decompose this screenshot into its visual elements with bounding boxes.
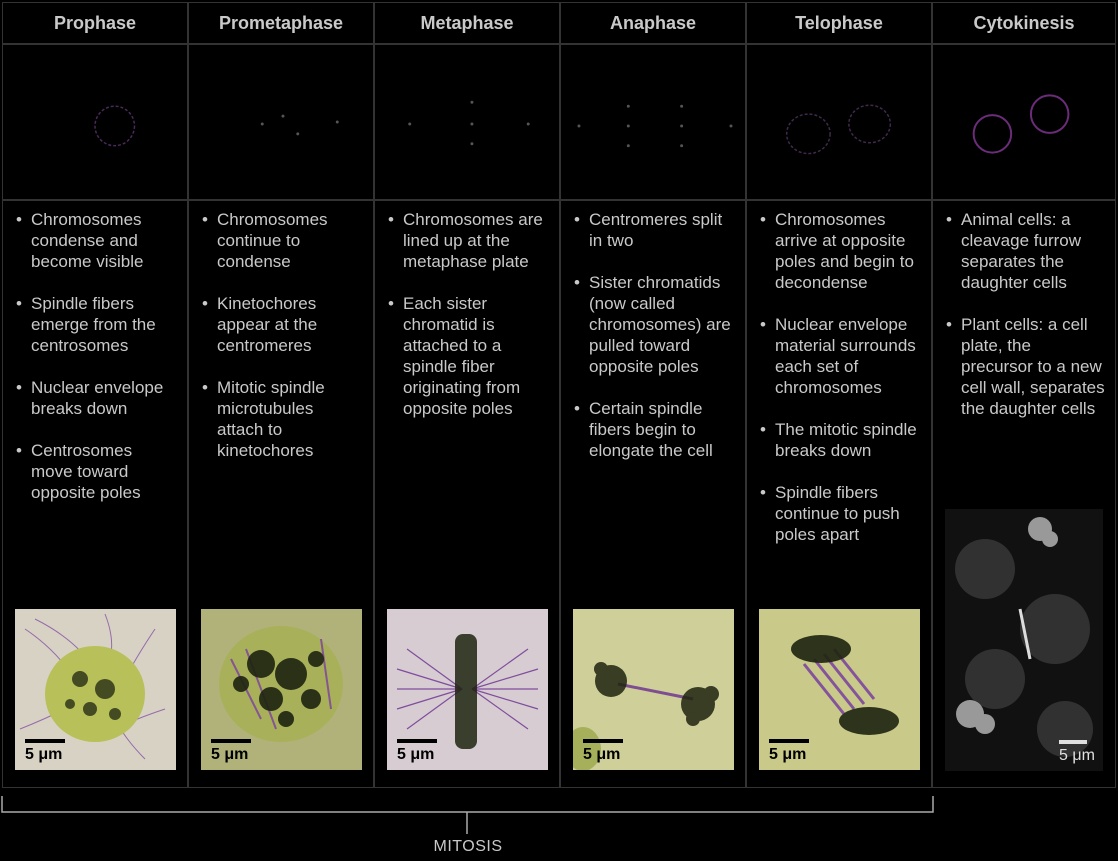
bullet: Chromosomes continue to condense: [199, 209, 363, 272]
mitosis-label: MITOSIS: [433, 838, 503, 855]
scale-bar: 5 μm: [769, 739, 809, 764]
desc-prophase: Chromosomes condense and become visible …: [2, 200, 188, 788]
bullet: Nuclear envelope breaks down: [13, 377, 177, 419]
bullet: Plant cells: a cell plate, the precursor…: [943, 314, 1105, 419]
bullet: The mitotic spindle breaks down: [757, 419, 921, 461]
header-metaphase: Metaphase: [374, 2, 560, 44]
sketch-cytokinesis: [932, 44, 1116, 200]
sketch-anaphase: [560, 44, 746, 200]
header-cytokinesis: Cytokinesis: [932, 2, 1116, 44]
micrograph-cytokinesis: 5 μm: [945, 509, 1103, 771]
sketch-prophase: [2, 44, 188, 200]
micrograph-prometaphase: 5 μm: [201, 609, 362, 770]
sketch-prometaphase: [188, 44, 374, 200]
bullet: Chromosomes are lined up at the metaphas…: [385, 209, 549, 272]
header-telophase: Telophase: [746, 2, 932, 44]
micrograph-anaphase: 5 μm: [573, 609, 734, 770]
desc-prometaphase: Chromosomes continue to condense Kinetoc…: [188, 200, 374, 788]
sketch-metaphase: [374, 44, 560, 200]
desc-cytokinesis: Animal cells: a cleavage furrow separate…: [932, 200, 1116, 788]
scale-bar: 5 μm: [211, 739, 251, 764]
bullet: Mitotic spindle microtubules attach to k…: [199, 377, 363, 461]
mitosis-stages-table: Prophase Prometaphase Metaphase Anaphase…: [2, 2, 1116, 788]
scale-bar: 5 μm: [397, 739, 437, 764]
micrograph-prophase: 5 μm: [15, 609, 176, 770]
desc-metaphase: Chromosomes are lined up at the metaphas…: [374, 200, 560, 788]
scale-bar: 5 μm: [1059, 740, 1095, 765]
bullet: Chromosomes condense and become visible: [13, 209, 177, 272]
bullet: Nuclear envelope material surrounds each…: [757, 314, 921, 398]
bullet: Kinetochores appear at the centromeres: [199, 293, 363, 356]
header-prometaphase: Prometaphase: [188, 2, 374, 44]
header-prophase: Prophase: [2, 2, 188, 44]
bullet: Each sister chromatid is attached to a s…: [385, 293, 549, 419]
bullet: Centromeres split in two: [571, 209, 735, 251]
mitosis-bracket: [1, 796, 934, 834]
sketch-telophase: [746, 44, 932, 200]
bullet: Chromosomes arrive at opposite poles and…: [757, 209, 921, 293]
bullet: Sister chromatids (now called chromosome…: [571, 272, 735, 377]
bullet: Animal cells: a cleavage furrow separate…: [943, 209, 1105, 293]
scale-bar: 5 μm: [25, 739, 65, 764]
header-anaphase: Anaphase: [560, 2, 746, 44]
bullet: Certain spindle fibers begin to elongate…: [571, 398, 735, 461]
bullet: Centrosomes move toward opposite poles: [13, 440, 177, 503]
micrograph-metaphase: 5 μm: [387, 609, 548, 770]
desc-anaphase: Centromeres split in two Sister chromati…: [560, 200, 746, 788]
bullet: Spindle fibers emerge from the centrosom…: [13, 293, 177, 356]
bullet: Spindle fibers continue to push poles ap…: [757, 482, 921, 545]
scale-bar: 5 μm: [583, 739, 623, 764]
desc-telophase: Chromosomes arrive at opposite poles and…: [746, 200, 932, 788]
micrograph-telophase: 5 μm: [759, 609, 920, 770]
